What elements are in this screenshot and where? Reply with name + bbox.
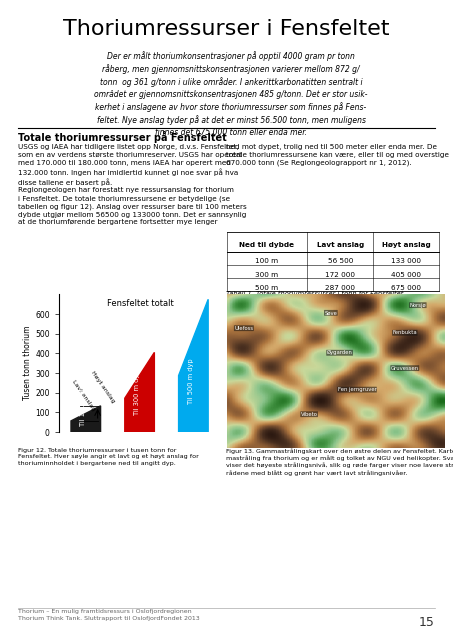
Polygon shape [178, 300, 208, 432]
Text: Der er målt thoriumkonsentrasjoner på opptil 4000 gram pr tonn
råberg, men gjenn: Der er målt thoriumkonsentrasjoner på op… [94, 51, 368, 137]
Text: Lavt anslag: Lavt anslag [317, 243, 364, 248]
Text: 287 000: 287 000 [325, 285, 356, 291]
Text: Fensfeltet totalt: Fensfeltet totalt [107, 298, 174, 308]
Text: Til 500 m dyp: Til 500 m dyp [188, 358, 194, 404]
Text: USGS og IAEA har tidligere listet opp Norge, d.v.s. Fensfeltet,
som en av verden: USGS og IAEA har tidligere listet opp No… [18, 144, 247, 225]
Text: Tabell 1. Totale thoriumressurser i tonn for Fensfeltet.: Tabell 1. Totale thoriumressurser i tonn… [226, 291, 406, 296]
Text: Fenbukta: Fenbukta [392, 330, 417, 335]
Text: 172 000: 172 000 [325, 271, 356, 278]
Polygon shape [71, 406, 101, 432]
Text: Fen jerngruver: Fen jerngruver [337, 387, 376, 392]
Text: Til 100 m dyp: Til 100 m dyp [80, 381, 86, 426]
Text: Gruvessen: Gruvessen [391, 365, 419, 371]
Text: 675 000: 675 000 [391, 285, 421, 291]
Text: Til 300 m dyp: Til 300 m dyp [134, 369, 140, 415]
Text: Figur 12. Totale thoriumressurser i tusen tonn for
Fensfeltet. Hver søyle angir : Figur 12. Totale thoriumressurser i tuse… [18, 448, 199, 466]
Text: Norsjø: Norsjø [410, 303, 426, 308]
Text: 56 500: 56 500 [328, 259, 353, 264]
Text: ned mot dypet, trolig ned til 500 meter eller enda mer. De
totale thoriumressurs: ned mot dypet, trolig ned til 500 meter … [226, 144, 449, 166]
Text: Thorium – En mulig framtidsressurs i Oslofjordregionen
Thorium Think Tank. Slutt: Thorium – En mulig framtidsressurs i Osl… [18, 609, 200, 621]
Text: 133 000: 133 000 [391, 259, 421, 264]
Text: Søve: Søve [324, 310, 337, 316]
Text: Figur 13. Gammastrålingskart over den østre delen av Fensfeltet. Kartet viser ga: Figur 13. Gammastrålingskart over den øs… [226, 448, 453, 476]
Polygon shape [125, 353, 154, 432]
Text: Høyt anslag: Høyt anslag [90, 371, 116, 404]
Text: 500 m: 500 m [255, 285, 279, 291]
Text: Thoriumressurser i Fensfeltet: Thoriumressurser i Fensfeltet [63, 19, 390, 39]
Text: 300 m: 300 m [255, 271, 279, 278]
Y-axis label: Tusen tonn thorium: Tusen tonn thorium [24, 326, 33, 401]
Text: Totale thoriumressurser på Fensfeltet: Totale thoriumressurser på Fensfeltet [18, 131, 227, 143]
Text: Vibeto: Vibeto [301, 412, 318, 417]
Text: 100 m: 100 m [255, 259, 279, 264]
Text: Lavt anslag: Lavt anslag [71, 379, 96, 412]
Text: 15: 15 [419, 616, 435, 628]
Text: Høyt anslag: Høyt anslag [382, 243, 431, 248]
Text: Øygarden: Øygarden [327, 350, 352, 355]
Text: 405 000: 405 000 [391, 271, 421, 278]
Text: Ned til dybde: Ned til dybde [240, 243, 294, 248]
Text: Ulefoss: Ulefoss [234, 326, 254, 331]
